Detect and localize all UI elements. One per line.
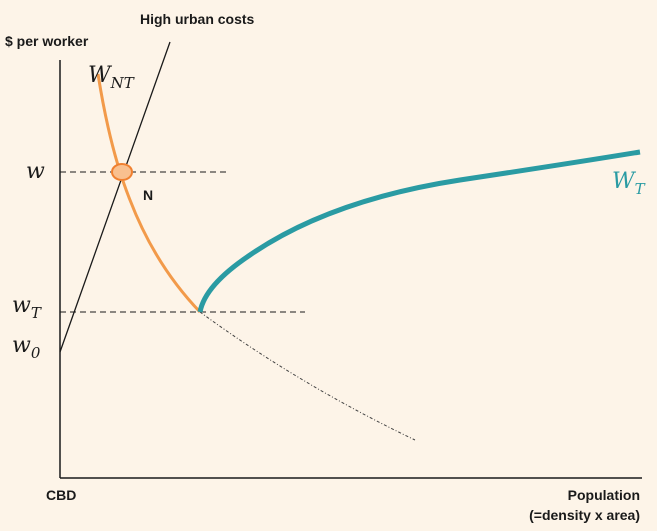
wnt-curve [96, 73, 202, 314]
cost-line [59, 41, 171, 353]
dotted-curve [199, 311, 416, 441]
equilibrium-point [111, 163, 133, 181]
origin-label: CBD [46, 487, 76, 503]
wt-level-label: wT [12, 293, 42, 322]
w0-label: w0 [12, 333, 41, 362]
label-sub: NT [110, 74, 135, 92]
label-main: W [612, 169, 637, 194]
label-sub: 0 [31, 344, 41, 362]
label-sub: T [31, 304, 42, 322]
wt-curve-label: WT [612, 169, 646, 198]
cost-line-label: High urban costs [140, 11, 255, 27]
point-label: N [143, 187, 153, 203]
x-axis-note: (=density x area) [529, 507, 640, 523]
wt-curve [197, 149, 641, 313]
w-label: w [26, 159, 45, 184]
label-main: w [12, 293, 31, 318]
label-sub: T [635, 180, 646, 198]
wnt-label: WNT [88, 63, 135, 92]
y-axis-label: $ per worker [5, 33, 89, 49]
x-axis-label: Population [568, 487, 640, 503]
label-main: W [88, 63, 113, 88]
label-main: w [12, 333, 31, 358]
